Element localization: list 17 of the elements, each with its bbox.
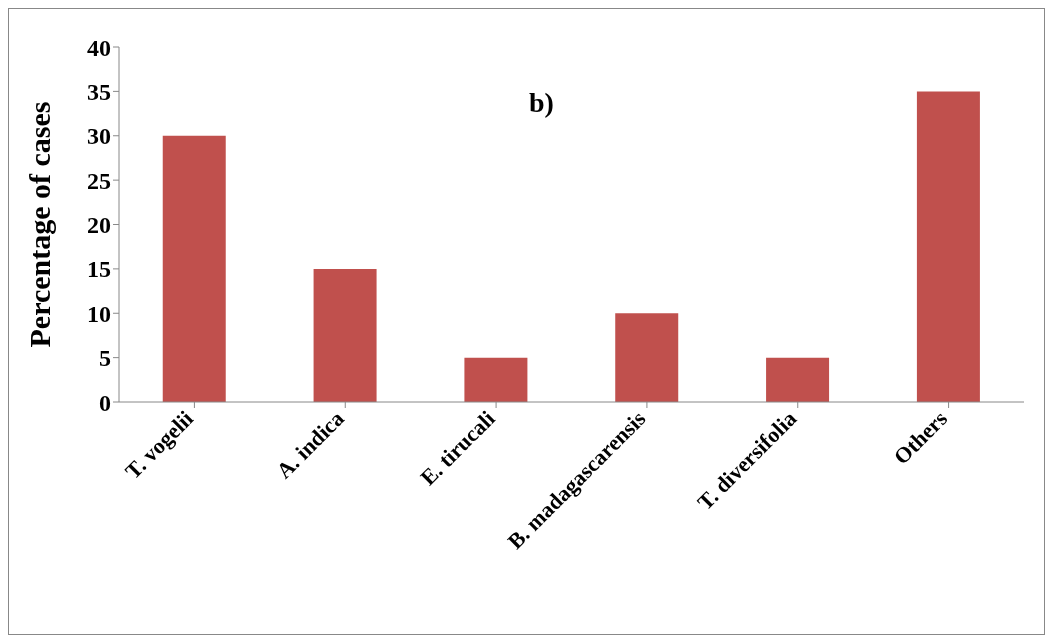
- bar: [766, 357, 830, 402]
- bar: [916, 91, 980, 402]
- y-tick-label: 20: [87, 212, 111, 239]
- bar: [615, 313, 679, 402]
- annotation: b): [529, 87, 554, 119]
- y-tick-label: 10: [87, 300, 111, 327]
- y-tick-label: 25: [87, 167, 111, 194]
- bar: [313, 268, 377, 402]
- y-tick-label: 35: [87, 78, 111, 105]
- y-axis-title: Percentage of cases: [22, 101, 56, 348]
- y-tick-label: 40: [87, 34, 111, 61]
- y-tick-label: 5: [99, 345, 111, 372]
- bar: [162, 135, 226, 402]
- bar: [464, 357, 528, 402]
- y-tick-label: 0: [99, 389, 111, 416]
- y-tick-label: 15: [87, 256, 111, 283]
- y-tick-label: 30: [87, 123, 111, 150]
